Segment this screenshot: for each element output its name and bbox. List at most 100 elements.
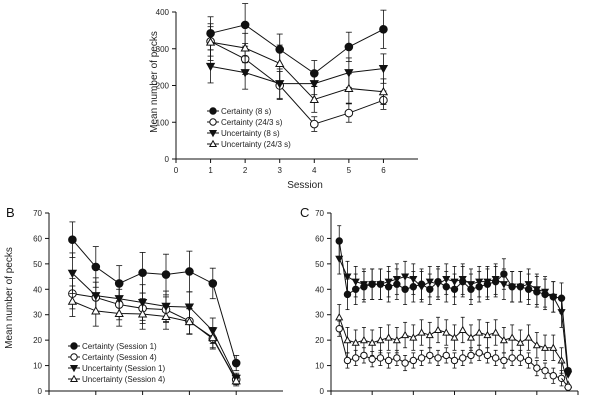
panel-c-series-4-point xyxy=(352,354,360,362)
panel-c-series-4-point xyxy=(417,354,426,362)
panel-b-y-tick-label: 60 xyxy=(33,234,42,243)
panel-b-y-tick-label: 70 xyxy=(33,209,42,218)
panel-c-series-2-point xyxy=(425,278,434,286)
panel-c-series-2-point xyxy=(343,273,352,281)
panel-a-y-tick-label: 200 xyxy=(156,82,170,91)
panel-c-series-2-point xyxy=(409,276,418,284)
panel-c-series-2-point xyxy=(466,281,476,289)
panel-b-y-tick-label: 30 xyxy=(33,311,42,320)
panel-b-series-3-point xyxy=(67,269,78,279)
panel-b-series-1-point xyxy=(185,267,194,276)
panel-c-tail-line xyxy=(561,312,569,375)
panel-c-tail-point xyxy=(564,371,573,379)
panel-b-legend: Certainty (Session 1) Certainty (Session… xyxy=(82,342,165,384)
panel-c-series-4-point xyxy=(516,354,525,362)
panel-c-series-3-point xyxy=(376,335,385,344)
panel-a: 0 100 200 300 400 0 1 2 3 4 5 6 xyxy=(156,3,418,175)
panel-c-series-4-point xyxy=(426,351,434,360)
panel-b-series-1-point xyxy=(231,358,241,368)
panel-c-series-4-point xyxy=(376,354,385,362)
panel-c-series-4-point xyxy=(475,349,483,357)
panel-c: 0 10 20 30 40 50 60 70 xyxy=(315,209,579,396)
panel-a-x-tick-label: 6 xyxy=(381,166,386,175)
panel-c-series-3-point xyxy=(351,338,360,346)
panel-c-y-tick-label: 20 xyxy=(315,336,324,345)
panel-a-series-2-point xyxy=(344,108,354,118)
panel-c-series-3-point xyxy=(384,333,393,341)
panel-a-legend-marker xyxy=(208,139,218,148)
panel-c-y-tick-label: 50 xyxy=(315,260,324,269)
legend-b-entry-4: Uncertainty (Session 4) xyxy=(82,375,165,384)
panel-a-series-3-point xyxy=(344,69,354,78)
panel-a-y-tick-label: 300 xyxy=(156,45,170,54)
panel-a-x-axis-label: Session xyxy=(287,180,323,191)
legend-a-entry-3: Uncertainty (8 s) xyxy=(221,129,280,138)
panel-b-series-3-line xyxy=(72,272,237,379)
panel-a-y-tick-label: 400 xyxy=(156,8,170,17)
panel-c-series-3-point xyxy=(458,325,467,334)
panel-b-series-4-point xyxy=(67,296,78,305)
panel-b-series-3-point xyxy=(114,295,124,304)
panel-a-series-4-point xyxy=(275,58,285,67)
panel-a-series-3-line xyxy=(210,65,384,85)
panel-c-series-2-point xyxy=(450,278,459,286)
panel-b-y-tick-label: 50 xyxy=(33,260,42,269)
panel-c-y-tick-label: 70 xyxy=(315,209,324,218)
panel-a-series-4-point xyxy=(240,43,250,52)
panel-c-series-2-point xyxy=(417,283,426,291)
legend-a-entry-2: Certainty (24/3 s) xyxy=(221,118,283,127)
panel-c-y-tick-label: 30 xyxy=(315,311,324,320)
panel-a-x-tick-label: 0 xyxy=(174,166,179,175)
panel-c-series-3-point xyxy=(442,328,451,336)
panel-c-y-tick-label: 0 xyxy=(320,387,325,396)
panel-c-series-2-point xyxy=(335,255,344,264)
panel-c-series-2-point xyxy=(532,286,541,294)
panel-a-y-tick-label: 0 xyxy=(165,155,170,164)
panel-c-series-3-point xyxy=(532,340,541,349)
panel-b-series-3-point xyxy=(184,303,195,312)
panel-c-series-2-point xyxy=(359,281,368,289)
panel-c-tail-line xyxy=(561,360,569,385)
panel-c-series-3-point xyxy=(343,335,352,344)
panel-a-y-axis-label: Mean number of pecks xyxy=(149,31,160,133)
panel-c-series-3-point xyxy=(483,330,492,339)
panel-c-tail-line xyxy=(561,298,569,371)
panel-c-series-4-point xyxy=(409,356,418,365)
panel-a-x-tick-label: 4 xyxy=(312,166,317,175)
panel-c-label: C xyxy=(300,205,309,220)
panel-c-series-4-point xyxy=(500,356,508,365)
panel-c-series-2-point xyxy=(351,278,360,286)
panel-c-series-3-point xyxy=(401,330,410,339)
panel-c-series-2-line xyxy=(338,258,562,313)
legend-b-entry-1: Certainty (Session 1) xyxy=(82,342,157,351)
panel-a-series-4-point xyxy=(205,37,216,46)
panel-b-label: B xyxy=(6,205,15,220)
panel-a-legend-marker xyxy=(209,118,217,126)
panel-c-series-3-point xyxy=(541,343,550,351)
panel-b-y-tick-label: 0 xyxy=(38,387,43,396)
panel-b-series-4-point xyxy=(161,311,171,321)
panel-b-legend-marker xyxy=(69,374,79,383)
panel-c-y-tick-label: 10 xyxy=(315,362,324,371)
panel-c-series-2-point xyxy=(458,276,467,284)
panel-c-series-2-point xyxy=(516,283,525,291)
panel-c-series-4-point xyxy=(541,366,549,375)
panel-a-series-2-line xyxy=(210,40,384,125)
panel-c-series-3-point xyxy=(450,333,459,341)
panel-c-series-4-point xyxy=(459,354,467,362)
panel-c-series-3-point xyxy=(368,338,377,346)
panel-c-series-2-point xyxy=(491,276,500,284)
panel-c-series-2-point xyxy=(549,293,558,302)
panel-b-series-1-line xyxy=(72,239,237,364)
panel-a-series-3-point xyxy=(309,80,319,89)
panel-a-series-3-point xyxy=(205,62,216,72)
panel-c-series-4-point xyxy=(533,364,541,372)
panel-a-legend: Certainty (8 s) Certainty (24/3 s) Uncer… xyxy=(221,107,291,149)
panel-c-y-tick-label: 60 xyxy=(315,234,324,243)
panel-c-series-3-point xyxy=(499,335,508,344)
panel-c-series-4-point xyxy=(442,351,450,360)
panel-c-series-2-point xyxy=(483,278,492,286)
panel-a-y-tick-label: 100 xyxy=(156,118,170,127)
panel-c-series-2-point xyxy=(475,278,484,286)
panel-c-series-4-point xyxy=(384,356,393,365)
